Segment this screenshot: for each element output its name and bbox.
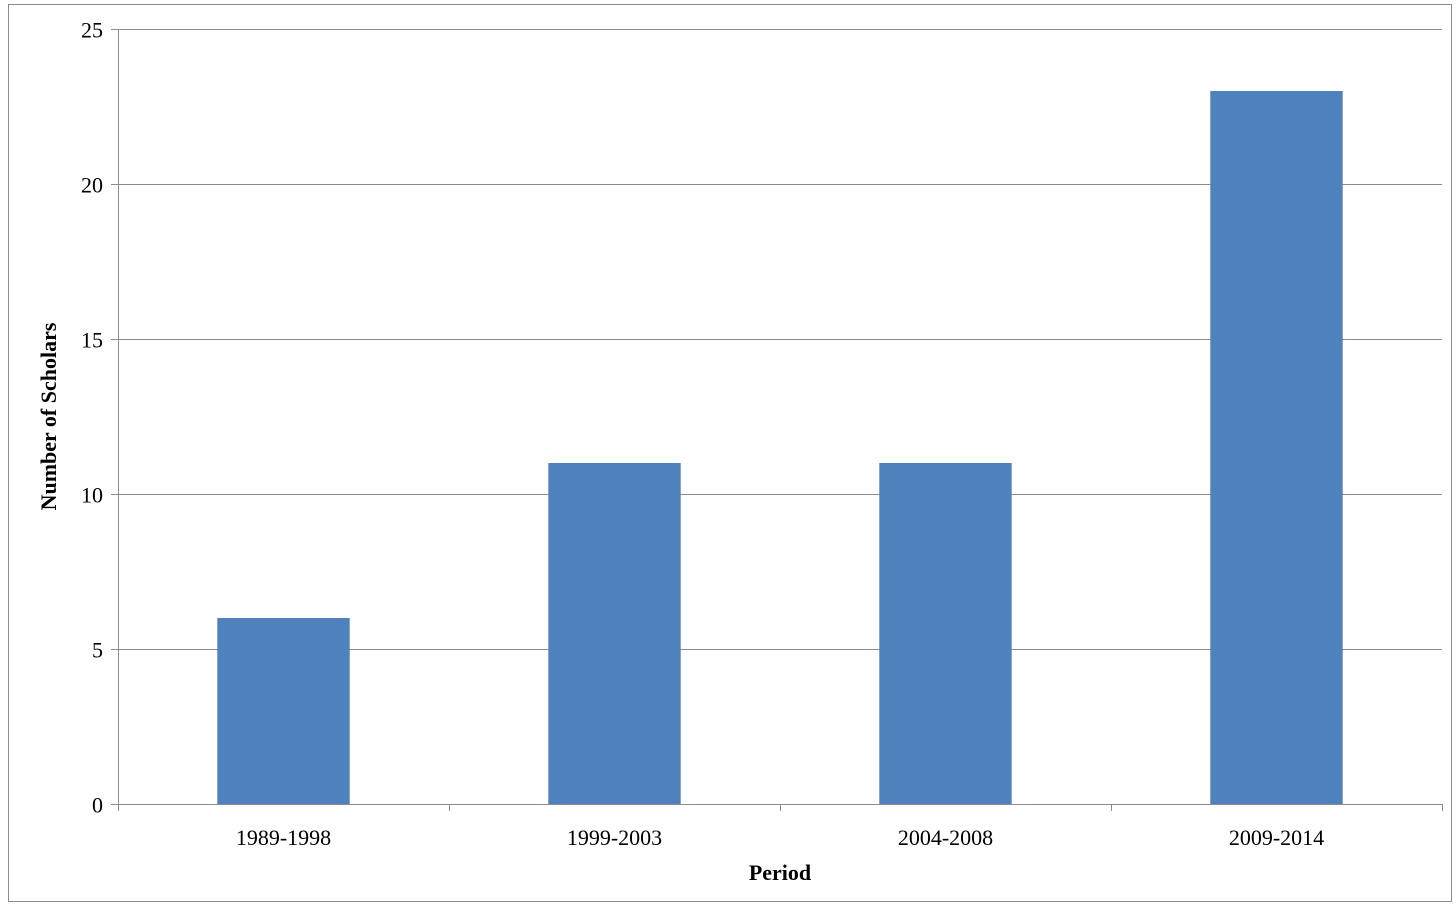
x-tick-label: 2009-2014 — [1229, 825, 1324, 850]
bar — [548, 463, 681, 804]
bars — [217, 91, 1343, 804]
x-tick-label: 1999-2003 — [567, 825, 662, 850]
bar — [879, 463, 1012, 804]
x-tick-label: 2004-2008 — [898, 825, 993, 850]
y-tick-label: 15 — [81, 328, 103, 353]
bar — [1210, 91, 1343, 804]
x-axis-title: Period — [749, 860, 811, 885]
y-tick-label: 25 — [81, 18, 103, 43]
y-tick-label: 5 — [92, 638, 103, 663]
bar — [217, 618, 350, 804]
x-tick-label: 1989-1998 — [236, 825, 331, 850]
y-tick-labels: 0 5 10 15 20 25 — [81, 18, 103, 818]
y-tick-label: 20 — [81, 173, 103, 198]
y-tick-label: 0 — [92, 793, 103, 818]
axes — [111, 29, 1443, 811]
y-tick-label: 10 — [81, 483, 103, 508]
y-axis-title: Number of Scholars — [36, 322, 61, 510]
x-tick-labels: 1989-1998 1999-2003 2004-2008 2009-2014 — [236, 825, 1324, 850]
